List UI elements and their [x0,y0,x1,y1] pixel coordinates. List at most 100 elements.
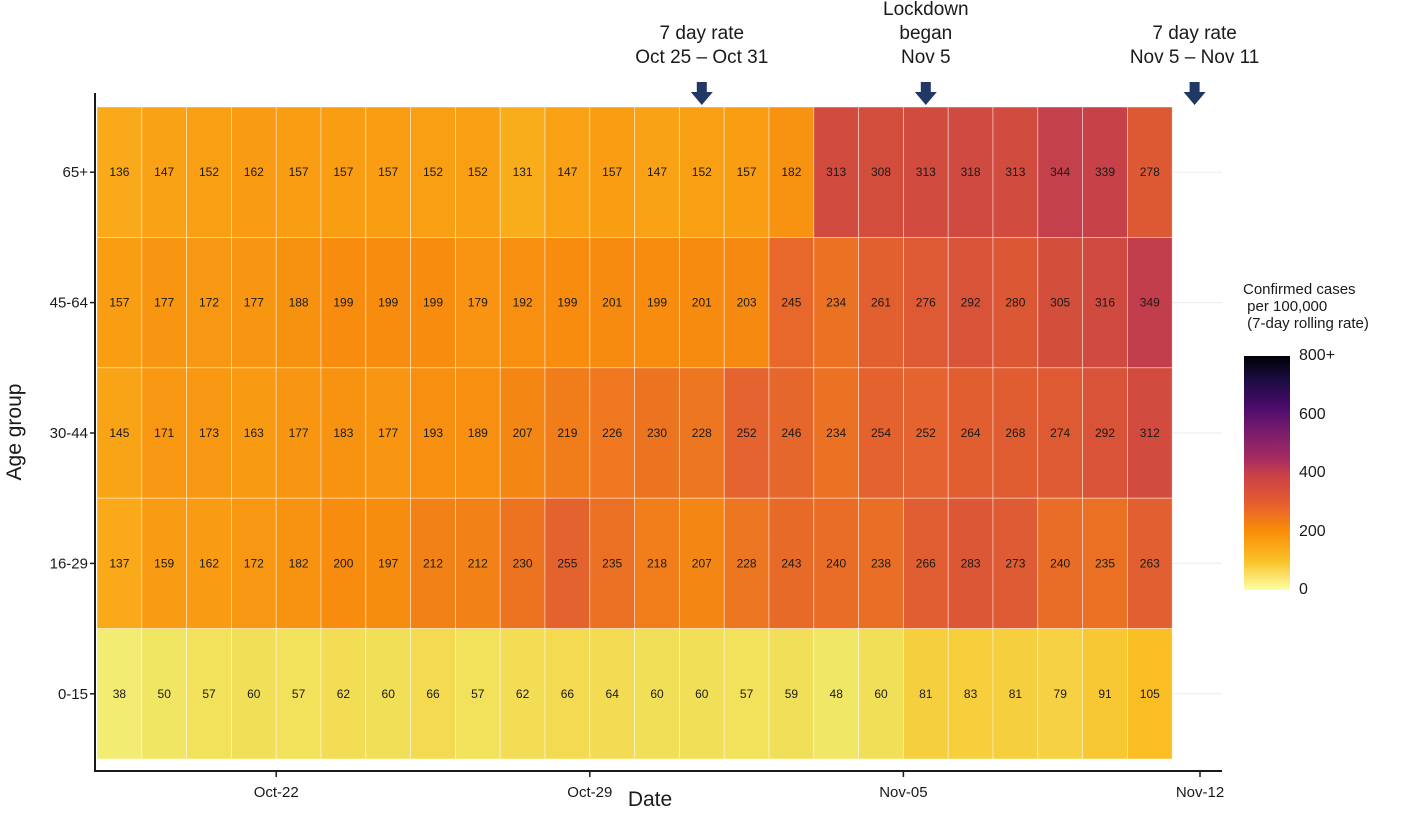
heatmap-cell [858,628,904,760]
heatmap-cell [410,628,456,760]
cell-value-label: 235 [1095,556,1115,570]
heatmap-cell [903,367,949,499]
heatmap-cell [723,106,770,238]
cell-value-label: 60 [695,687,709,701]
heatmap-cell [589,497,635,630]
cell-value-label: 147 [154,165,174,179]
cell-value-label: 230 [647,426,667,440]
x-tick-label: Oct-22 [254,784,299,801]
cell-value-label: 81 [1009,687,1023,701]
heatmap-cell [365,628,411,760]
cell-value-label: 91 [1098,687,1112,701]
cell-value-label: 280 [1005,296,1025,310]
cell-value-label: 48 [830,687,844,701]
cell-value-label: 182 [289,556,309,570]
cell-value-label: 318 [961,165,981,179]
cell-value-label: 163 [244,426,264,440]
heatmap-cell [499,497,546,630]
cell-value-label: 171 [154,426,174,440]
heatmap-cell [634,628,680,760]
cell-value-label: 81 [919,687,933,701]
x-axis-title: Date [628,788,672,811]
cell-value-label: 238 [871,556,891,570]
heatmap-cell [96,106,143,238]
cell-value-label: 308 [871,165,891,179]
cell-value-label: 349 [1140,296,1160,310]
x-tick-label: Nov-12 [1176,784,1224,801]
cell-value-label: 66 [561,687,575,701]
heatmap-cell [723,236,770,369]
heatmap-cell [1082,367,1128,499]
heatmap-cell [723,628,770,760]
cell-value-label: 83 [964,687,978,701]
cell-value-label: 162 [199,556,219,570]
heatmap-cell [230,367,277,499]
heatmap-cell [544,106,591,238]
heatmap-cell [903,236,949,369]
cell-value-label: 254 [871,426,891,440]
legend-tick [1290,414,1296,416]
cell-value-label: 200 [333,556,353,570]
cell-value-label: 188 [289,296,309,310]
legend-tick [1290,590,1296,591]
legend-colorbar [1244,356,1290,590]
cell-value-label: 199 [423,296,443,310]
cell-value-label: 201 [692,296,712,310]
cell-value-label: 182 [781,165,801,179]
cell-value-label: 177 [289,426,309,440]
cell-value-label: 157 [737,165,757,179]
heatmap-cell [1127,628,1173,760]
heatmap-cell [992,236,1039,369]
heatmap-cell [141,236,188,369]
cell-value-label: 199 [647,296,667,310]
cell-value-label: 105 [1140,687,1160,701]
cell-value-label: 189 [468,426,488,440]
heatmap-cell [992,628,1039,760]
heatmap-cell [186,236,232,369]
cell-value-label: 228 [737,556,757,570]
cell-value-label: 255 [557,556,577,570]
cell-value-label: 57 [292,687,306,701]
cell-value-label: 152 [423,165,443,179]
cell-value-label: 344 [1050,165,1070,179]
cell-value-label: 152 [199,165,219,179]
down-arrow-icon [1183,82,1206,105]
heatmap-cell [275,367,322,499]
heatmap-cell [275,497,322,630]
heatmap-cell [1127,236,1173,369]
heatmap-cell [96,236,143,369]
cell-value-label: 203 [737,296,757,310]
heatmap-cell [544,497,591,630]
heatmap-cell [1082,497,1128,630]
cell-value-label: 136 [109,165,129,179]
heatmap-cell [768,628,815,760]
cell-value-label: 157 [333,165,353,179]
heatmap-cell [992,367,1039,499]
heatmap-cell [96,367,143,499]
cell-value-label: 147 [647,165,667,179]
cell-value-label: 252 [737,426,757,440]
heatmap-cell [96,497,143,630]
cell-value-label: 235 [602,556,622,570]
heatmap-cell [544,628,591,760]
heatmap-cell [186,497,232,630]
cell-value-label: 162 [244,165,264,179]
cell-value-label: 226 [602,426,622,440]
cell-value-label: 201 [602,296,622,310]
heatmap-cell [634,106,680,238]
cell-value-label: 64 [606,687,620,701]
heatmap-cell [813,497,859,630]
legend-tick-label: 200 [1299,522,1326,540]
heatmap-cell [1037,236,1084,369]
cell-value-label: 246 [781,426,801,440]
cell-value-label: 199 [333,296,353,310]
heatmap-cell [141,628,188,760]
cell-value-label: 283 [961,556,981,570]
heatmap-cell [679,497,725,630]
heatmap-cell [1127,106,1173,238]
cell-value-label: 57 [202,687,216,701]
heatmap-cell [499,628,546,760]
heatmap-cell [992,497,1039,630]
cell-value-label: 147 [557,165,577,179]
heatmap-cell [186,628,232,760]
